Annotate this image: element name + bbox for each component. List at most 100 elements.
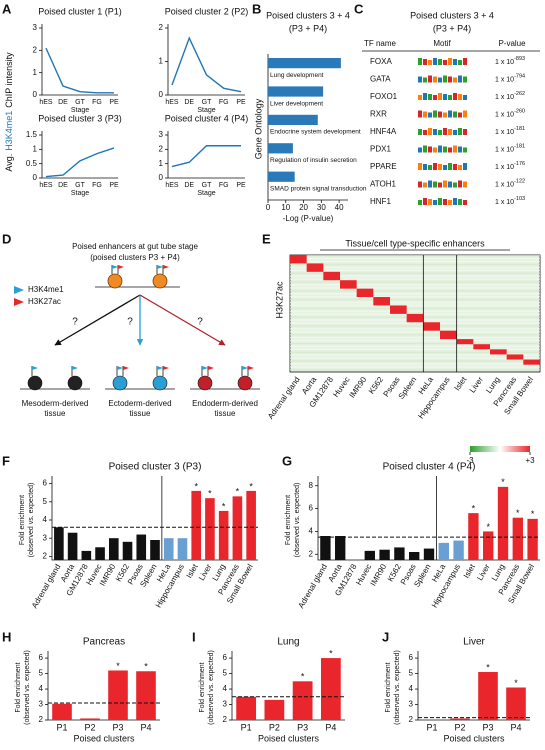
motif-letter — [428, 94, 432, 100]
p-value-exponent: -260 — [514, 109, 525, 115]
x-tick-label: GT — [202, 99, 212, 106]
axis — [167, 131, 245, 179]
motif-letter — [453, 145, 457, 153]
motif-letter — [458, 75, 462, 83]
tf-name: HNF4A — [370, 127, 397, 136]
heatmap-block — [456, 339, 474, 345]
y-tick-label: 6 — [309, 504, 314, 513]
motif-letter — [463, 163, 467, 170]
bar — [80, 718, 100, 720]
motif-letter — [428, 75, 432, 83]
motif-letter — [443, 146, 447, 153]
y-axis-label: Fold enrichment — [385, 662, 392, 712]
y-tick-label: 6 — [39, 653, 44, 662]
table-header: TF name — [364, 39, 397, 48]
significance-marker: * — [116, 661, 120, 671]
heatmap-noise — [290, 310, 540, 313]
x-tick-label: GT — [202, 182, 212, 189]
y-label-part: H3K4me1 — [4, 111, 14, 151]
x-axis-label: Stage — [71, 190, 89, 197]
motif-letter — [433, 163, 437, 170]
y-axis-label: (observed vs. expected) — [24, 650, 31, 725]
bar — [236, 696, 257, 720]
flag — [157, 265, 163, 269]
heatmap-noise — [290, 336, 540, 339]
motif-letter — [418, 58, 422, 65]
motif-letter — [433, 181, 437, 188]
motif-letter — [433, 200, 437, 205]
motif-letter — [453, 182, 457, 188]
heatmap-noise — [290, 325, 540, 327]
nucleosome — [107, 273, 123, 289]
tf-name: FOXA — [370, 57, 392, 66]
x-tick-label: 0 — [266, 203, 271, 212]
significance-marker: * — [301, 672, 305, 682]
p-value-base: 1 x 10 — [495, 94, 514, 101]
table-title: Poised clusters 3 + 4 — [410, 10, 494, 20]
bar — [177, 538, 188, 560]
x-tick-label: hES — [39, 182, 53, 189]
motif-letter — [418, 163, 422, 170]
x-tick-label: DE — [58, 99, 68, 106]
y-tick-label: 0 — [33, 90, 38, 99]
panel-label: I — [192, 629, 196, 644]
panel-label: A — [2, 1, 12, 16]
y-axis-label: H3K27ac — [274, 281, 284, 319]
significance-marker: * — [486, 522, 490, 532]
motif-letter — [443, 180, 447, 188]
x-tick-label: PE — [236, 99, 246, 106]
heatmap-noise — [290, 298, 540, 301]
y-tick-label: 2 — [159, 144, 164, 153]
p-value-base: 1 x 10 — [495, 181, 514, 188]
p-value-exponent: -103 — [514, 196, 525, 202]
x-tick-label: P1 — [56, 722, 67, 732]
heatmap-noise — [290, 307, 540, 310]
x-axis-label: Stage — [197, 190, 215, 197]
bar — [527, 518, 538, 560]
y-label-part: ChIP intensity — [4, 52, 14, 108]
column-label: Spleen — [397, 375, 419, 401]
bar — [163, 538, 174, 560]
y-axis-label: Gene Ontology — [253, 98, 263, 159]
bar — [54, 527, 64, 560]
y-tick-label: 0 — [159, 90, 164, 99]
x-axis-label: Poised clusters — [258, 733, 320, 743]
p-value: 1 x 10-122 — [495, 179, 525, 188]
p-value: 1 x 10-893 — [495, 56, 525, 65]
x-tick-label: Adrenal gland — [296, 563, 328, 610]
heatmap-noise — [290, 272, 540, 275]
motif-letter — [453, 198, 457, 205]
nucleosome — [152, 375, 168, 391]
column-label: Islet — [453, 375, 469, 393]
chart-title: Poised cluster 4 (P4) — [165, 113, 249, 123]
branch-arrow — [139, 294, 226, 346]
bar — [453, 540, 464, 560]
bar — [136, 534, 147, 560]
y-axis-label: (observed vs. expected) — [208, 650, 215, 725]
colorbar-label: +3 — [525, 456, 535, 465]
tf-name: RXR — [370, 110, 387, 119]
p-value-base: 1 x 10 — [495, 199, 514, 206]
motif-letter — [453, 59, 457, 65]
bar — [292, 681, 313, 720]
heatmap-noise — [290, 339, 540, 342]
motif-letter — [438, 182, 442, 188]
y-tick-label: 1.5 — [26, 130, 38, 139]
significance-marker: * — [516, 508, 520, 518]
p-value-base: 1 x 10 — [495, 59, 514, 66]
motif-letter — [453, 111, 457, 118]
y-tick-label: 6 — [43, 479, 48, 488]
flag — [157, 366, 163, 370]
tissue-label: tissue — [45, 409, 66, 418]
bar — [478, 672, 498, 720]
flag — [163, 265, 169, 269]
heatmap-block — [306, 263, 324, 272]
colorbar-label: -3 — [466, 456, 474, 465]
bar — [205, 498, 215, 560]
bar — [438, 542, 449, 560]
motif-letter — [438, 59, 442, 65]
x-tick-label: P3 — [112, 722, 123, 732]
motif-letter — [443, 60, 447, 65]
flag — [118, 265, 124, 269]
axis — [51, 476, 258, 561]
